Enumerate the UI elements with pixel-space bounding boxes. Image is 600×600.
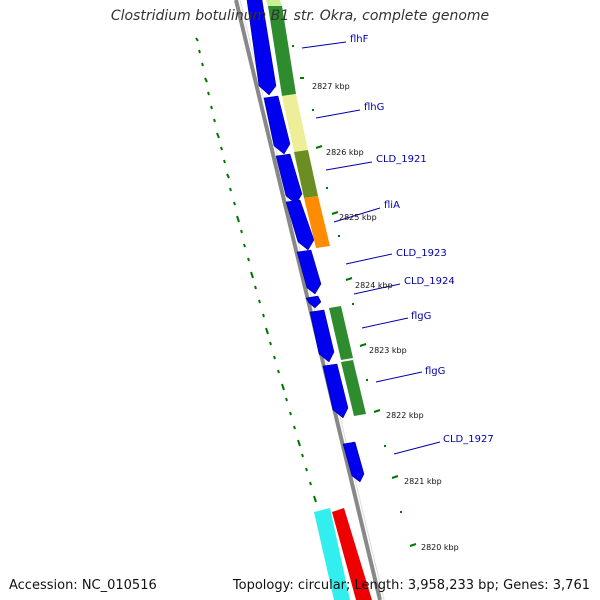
inner-dotted-ring [195,37,317,503]
gene-label: CLD_1927 [443,434,494,445]
tick-label: 2825 kbp [339,213,377,222]
reverse-strand-genes [246,0,365,483]
gene-flgg-1-arrow[interactable] [309,309,335,363]
gene-cld1927-arrow[interactable] [342,441,365,483]
tick-label: 2824 kbp [355,281,393,290]
gene-cld1921-arrow[interactable] [275,153,303,205]
gene-label: CLD_1921 [376,154,427,165]
gene-label: flgG [411,311,431,322]
gene-flhG-arrow[interactable] [263,95,291,155]
accession-text: Accession: NC_010516 [9,578,157,593]
gene-cld1924-arrow[interactable] [305,295,322,309]
gene-label: CLD_1924 [404,276,455,287]
outer-tick-ring [292,45,417,547]
map-title: Clostridium botulinum B1 str. Okra, comp… [110,8,490,24]
tick-label: 2820 kbp [421,543,459,552]
tick-label: 2826 kbp [326,148,364,157]
tick-label: 2827 kbp [312,82,350,91]
gene-label: flhF [350,34,369,45]
gene-label: CLD_1923 [396,248,447,259]
gene-label: flhG [364,102,384,113]
tick-label: 2823 kbp [369,346,407,355]
gene-label: fliA [384,200,400,211]
forward-strand-features [266,0,372,600]
gene-flgg-2-arrow[interactable] [322,363,349,419]
tick-label: 2821 kbp [404,477,442,486]
gene-flia-arrow[interactable] [285,199,315,251]
gene-flhF-arrow[interactable] [246,0,277,96]
gene-cld1923-arrow[interactable] [296,249,322,295]
topology-text: Topology: circular; Length: 3,958,233 bp… [232,578,590,593]
label-leaders [301,41,441,455]
gene-label: flgG [425,366,445,377]
tick-label: 2822 kbp [386,411,424,420]
